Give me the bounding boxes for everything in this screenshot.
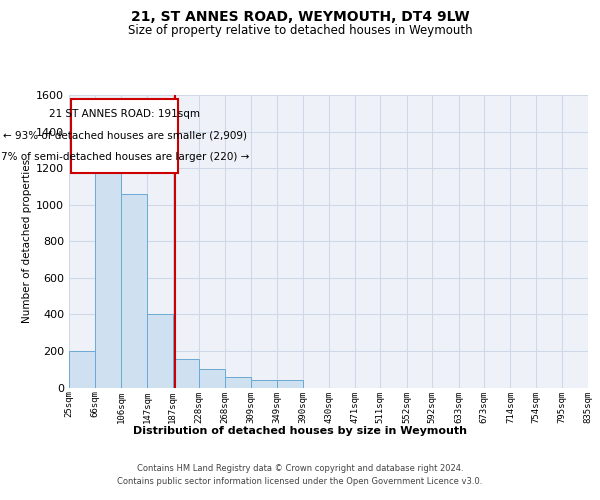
Y-axis label: Number of detached properties: Number of detached properties xyxy=(22,159,32,324)
Bar xyxy=(224,378,251,388)
Bar xyxy=(95,164,121,388)
Text: ← 93% of detached houses are smaller (2,909): ← 93% of detached houses are smaller (2,… xyxy=(3,130,247,140)
Text: Size of property relative to detached houses in Weymouth: Size of property relative to detached ho… xyxy=(128,24,472,37)
Bar xyxy=(173,359,199,388)
Bar xyxy=(277,380,303,388)
Text: Contains HM Land Registry data © Crown copyright and database right 2024.: Contains HM Land Registry data © Crown c… xyxy=(137,464,463,473)
Text: 7% of semi-detached houses are larger (220) →: 7% of semi-detached houses are larger (2… xyxy=(1,152,249,162)
Text: Distribution of detached houses by size in Weymouth: Distribution of detached houses by size … xyxy=(133,426,467,436)
Text: 21 ST ANNES ROAD: 191sqm: 21 ST ANNES ROAD: 191sqm xyxy=(49,109,200,119)
Text: 21, ST ANNES ROAD, WEYMOUTH, DT4 9LW: 21, ST ANNES ROAD, WEYMOUTH, DT4 9LW xyxy=(131,10,469,24)
Bar xyxy=(69,351,95,388)
Text: Contains public sector information licensed under the Open Government Licence v3: Contains public sector information licen… xyxy=(118,477,482,486)
Bar xyxy=(121,194,147,388)
Bar xyxy=(199,369,224,388)
Bar xyxy=(251,380,277,388)
Bar xyxy=(147,314,173,388)
